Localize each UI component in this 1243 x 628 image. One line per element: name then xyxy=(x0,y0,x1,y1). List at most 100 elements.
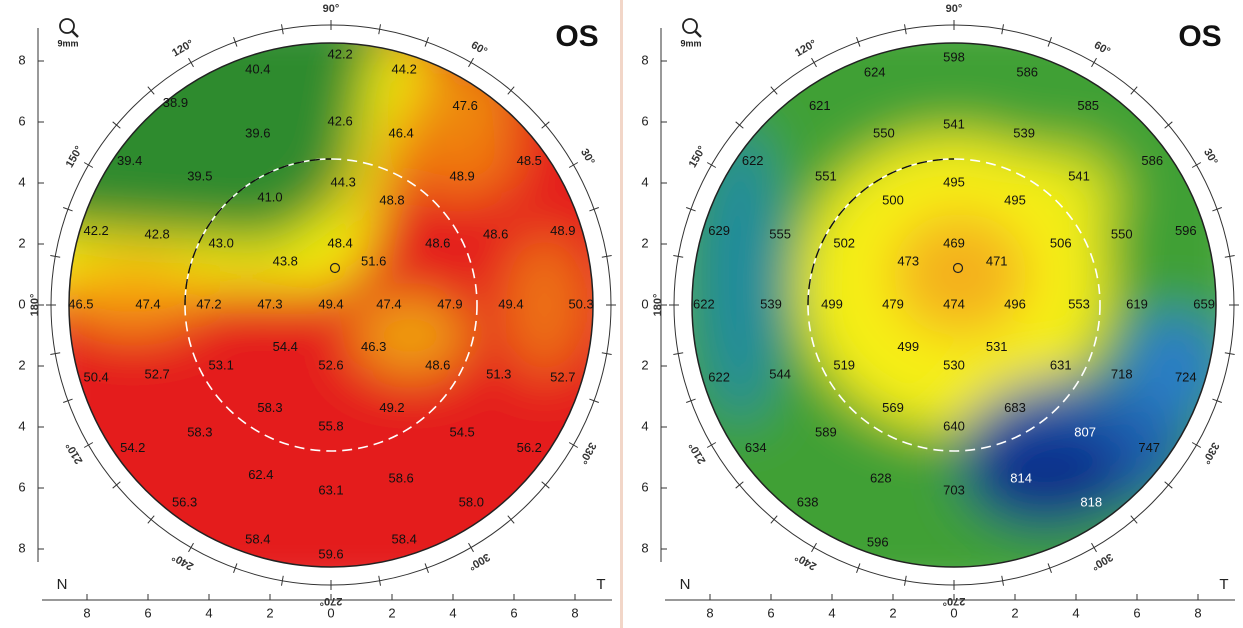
y-tick-label: 4 xyxy=(641,174,648,189)
color-map xyxy=(692,43,1216,567)
degree-tick xyxy=(83,442,94,448)
map-value: 43.0 xyxy=(209,235,234,250)
y-tick-label: 2 xyxy=(18,235,25,250)
map-value: 703 xyxy=(943,482,965,497)
angle-label: 270° xyxy=(320,595,343,607)
central-zone-circle xyxy=(184,158,478,452)
map-value: 551 xyxy=(815,168,837,183)
map-value: 54.2 xyxy=(120,440,145,455)
map-value: 52.6 xyxy=(318,357,343,372)
degree-tick xyxy=(112,481,121,489)
map-value: 569 xyxy=(882,400,904,415)
x-tick-label: 4 xyxy=(828,605,835,620)
angle-label: 90° xyxy=(946,3,963,15)
map-value: 586 xyxy=(1141,153,1163,168)
y-tick-label: 8 xyxy=(18,52,25,67)
map-value: 495 xyxy=(943,174,965,189)
x-tick-label: 8 xyxy=(1194,605,1201,620)
map-boundary xyxy=(68,42,594,568)
map-value: 58.4 xyxy=(392,531,417,546)
angle-label: 300° xyxy=(1089,551,1115,573)
map-value: 58.6 xyxy=(388,470,413,485)
map-value: 555 xyxy=(769,226,791,241)
degree-tick xyxy=(63,207,73,212)
map-value: 55.8 xyxy=(318,418,343,433)
map-value: 659 xyxy=(1193,296,1215,311)
degree-tick xyxy=(507,86,515,95)
degree-tick xyxy=(856,563,861,573)
map-value: 640 xyxy=(943,418,965,433)
map-value: 49.4 xyxy=(498,296,523,311)
map-value: 496 xyxy=(1004,296,1026,311)
y-tick-label: 8 xyxy=(18,540,25,555)
degree-tick xyxy=(1224,352,1235,355)
y-tick-label: 4 xyxy=(18,418,25,433)
degree-tick xyxy=(188,542,194,553)
map-value: 550 xyxy=(1111,226,1133,241)
degree-tick xyxy=(1130,515,1138,524)
map-value: 519 xyxy=(833,357,855,372)
degree-tick xyxy=(507,515,515,524)
map-value: 469 xyxy=(943,235,965,250)
angle-label: 210° xyxy=(64,440,86,466)
map-value: 59.6 xyxy=(318,547,343,562)
left-curvature-map: 90°60°30°0°330°300°270°240°210°180°150°1… xyxy=(0,0,620,628)
map-value: 56.2 xyxy=(517,440,542,455)
angle-label: 240° xyxy=(793,551,819,573)
map-value: 48.8 xyxy=(379,193,404,208)
map-boundary xyxy=(691,42,1217,568)
map-value: 471 xyxy=(986,254,1008,269)
degree-tick xyxy=(856,37,861,47)
degree-tick xyxy=(1164,121,1173,129)
map-value: 48.6 xyxy=(425,357,450,372)
x-tick-label: 8 xyxy=(571,605,578,620)
map-value: 539 xyxy=(760,296,782,311)
degree-tick xyxy=(378,575,381,586)
pupil-center-marker xyxy=(952,262,964,274)
angle-label: 330° xyxy=(1200,440,1222,466)
degree-tick xyxy=(281,24,284,35)
degree-tick xyxy=(706,162,717,168)
degree-tick xyxy=(706,442,717,448)
x-tick-label: 6 xyxy=(1133,605,1140,620)
map-value: 56.3 xyxy=(172,495,197,510)
map-value: 474 xyxy=(943,296,965,311)
map-value: 49.2 xyxy=(379,400,404,415)
map-value: 622 xyxy=(693,296,715,311)
map-value: 46.5 xyxy=(68,296,93,311)
map-value: 550 xyxy=(873,126,895,141)
map-value: 58.3 xyxy=(257,400,282,415)
zoom-label: 9mm xyxy=(680,38,701,48)
map-value: 39.4 xyxy=(117,153,142,168)
map-value: 724 xyxy=(1175,370,1197,385)
map-value: 539 xyxy=(1013,126,1035,141)
degree-tick xyxy=(112,121,121,129)
x-tick-label: 0 xyxy=(327,605,334,620)
map-value: 500 xyxy=(882,193,904,208)
angle-label: 90° xyxy=(323,3,340,15)
x-tick-label: 6 xyxy=(767,605,774,620)
map-value: 58.3 xyxy=(187,425,212,440)
degree-tick xyxy=(50,255,61,258)
map-value: 586 xyxy=(1016,65,1038,80)
x-tick-label: 4 xyxy=(449,605,456,620)
map-value: 47.4 xyxy=(135,296,160,311)
map-value: 53.1 xyxy=(209,357,234,372)
map-value: 42.6 xyxy=(327,113,352,128)
degree-tick xyxy=(147,515,155,524)
map-value: 43.8 xyxy=(273,254,298,269)
map-value: 44.2 xyxy=(392,62,417,77)
map-value: 683 xyxy=(1004,400,1026,415)
degree-tick xyxy=(686,398,696,403)
y-tick-label: 2 xyxy=(641,235,648,250)
angle-label: 150° xyxy=(687,144,709,170)
y-tick-label: 2 xyxy=(641,357,648,372)
angle-label: 30° xyxy=(1201,147,1220,167)
map-value: 54.4 xyxy=(273,339,298,354)
map-value: 544 xyxy=(769,367,791,382)
angle-label: 120° xyxy=(793,38,819,60)
map-value: 41.0 xyxy=(257,190,282,205)
map-value: 589 xyxy=(815,425,837,440)
map-value: 48.6 xyxy=(483,226,508,241)
map-value: 48.9 xyxy=(449,168,474,183)
